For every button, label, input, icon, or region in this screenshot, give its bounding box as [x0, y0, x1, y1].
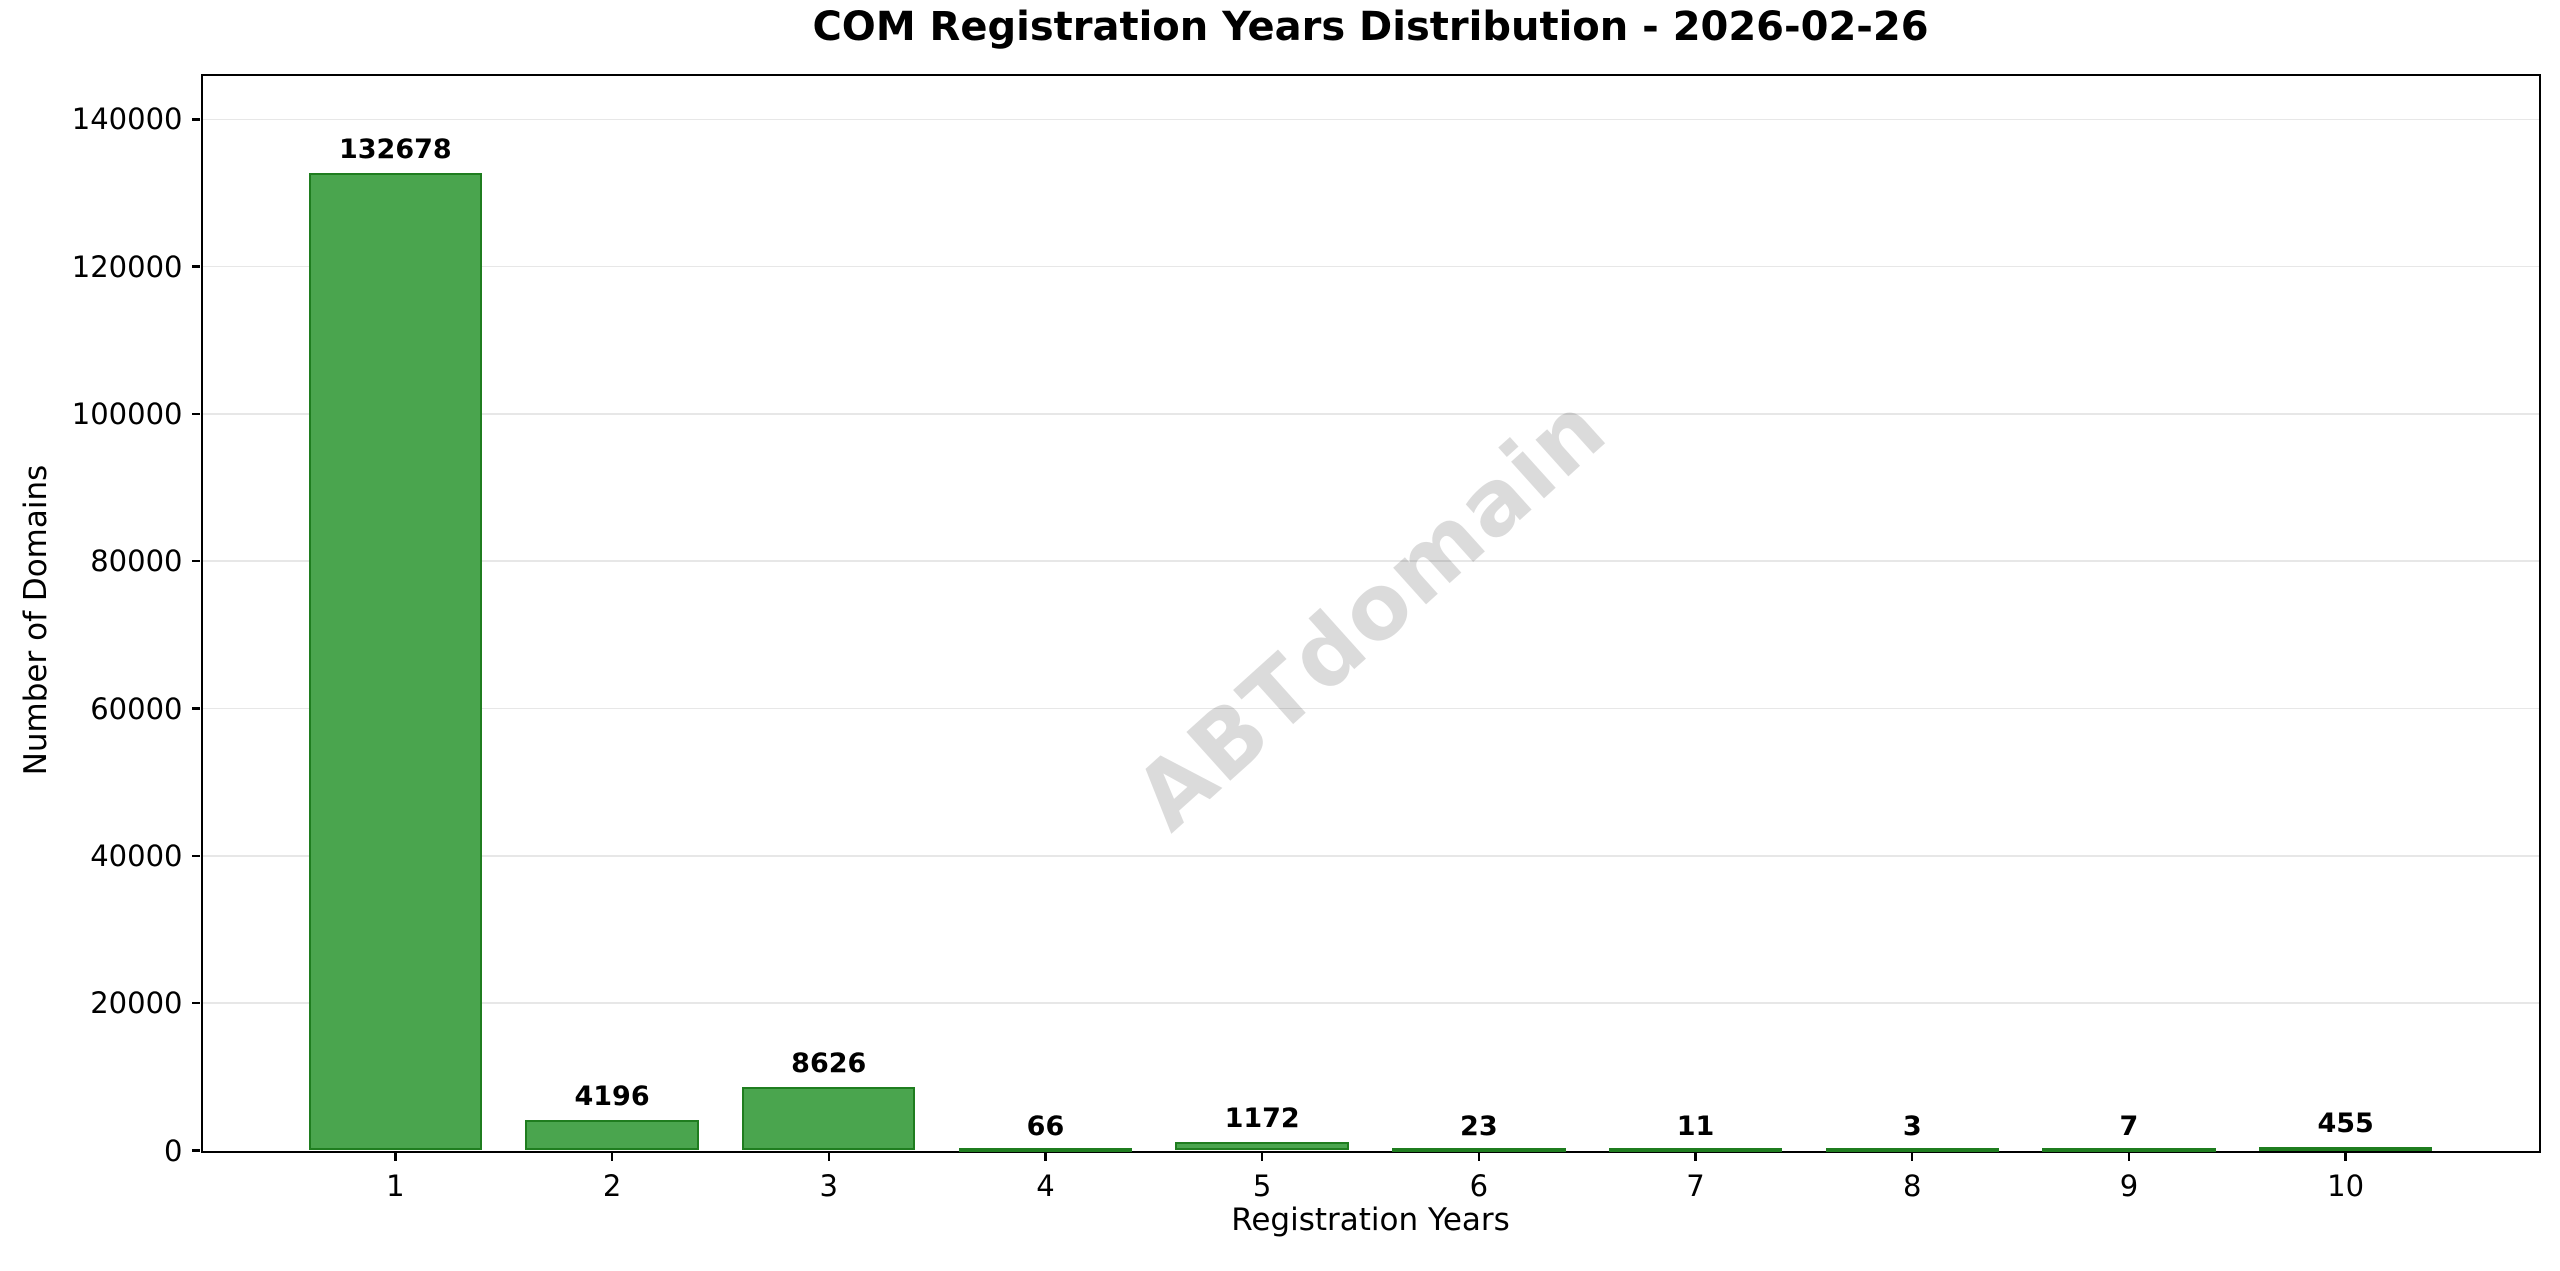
x-tick-label: 4 [1036, 1168, 1055, 1203]
gridline [202, 855, 2539, 857]
y-tick-label: 80000 [90, 544, 183, 579]
bar [958, 1147, 1133, 1152]
bar [1825, 1147, 1999, 1152]
y-tick-mark [192, 118, 200, 121]
bar [2258, 1147, 2433, 1152]
bar [1175, 1141, 1349, 1151]
bar-value-label: 1172 [1224, 1102, 1300, 1134]
watermark-text: ABTdomain [1114, 375, 1627, 851]
y-axis-label: Number of Domains [18, 464, 54, 776]
y-tick-mark [192, 1149, 200, 1152]
x-tick-mark [1477, 1153, 1481, 1161]
bar [308, 173, 483, 1151]
gridline [202, 560, 2539, 562]
y-tick-label: 0 [164, 1133, 183, 1168]
y-tick-mark [192, 412, 200, 416]
x-tick-label: 6 [1469, 1168, 1489, 1203]
x-tick-label: 8 [1903, 1168, 1922, 1203]
x-tick-mark [1910, 1153, 1914, 1161]
y-tick-mark [192, 265, 200, 268]
y-tick-mark [192, 1001, 200, 1005]
y-tick-label: 120000 [71, 249, 183, 284]
gridline [202, 413, 2539, 415]
bar [1392, 1147, 1566, 1152]
plot-area: ABTdomain 0 20000 40000 60000 80000 100000 120… [72, 73, 2541, 1203]
bar-value-label: 66 [1026, 1111, 1065, 1142]
x-tick-mark [610, 1153, 614, 1161]
bar-value-label: 23 [1460, 1111, 1498, 1143]
bar-value-label: 455 [2317, 1108, 2374, 1140]
y-tick-mark [192, 854, 200, 858]
gridline [202, 707, 2539, 710]
x-tick-label: 1 [386, 1168, 405, 1203]
x-tick-mark [1694, 1153, 1697, 1161]
y-tick-mark [192, 559, 200, 563]
gridline [202, 118, 2539, 121]
y-tick-label: 20000 [90, 986, 183, 1021]
x-axis-label: Registration Years [1231, 1202, 1510, 1238]
bar-value-label: 4196 [574, 1080, 650, 1112]
x-tick-mark [1044, 1153, 1047, 1161]
bar-value-label: 7 [2119, 1111, 2139, 1143]
bar [2042, 1147, 2216, 1152]
y-tick-label: 100000 [71, 396, 183, 431]
x-tick-mark [394, 1153, 397, 1161]
bar [742, 1086, 916, 1151]
x-tick-label: 2 [602, 1168, 622, 1203]
y-tick-mark [192, 707, 200, 710]
gridline [202, 265, 2539, 268]
y-tick-label: 140000 [71, 102, 183, 137]
bar [525, 1119, 699, 1151]
chart-title: COM Registration Years Distribution - 20… [812, 4, 1929, 50]
x-tick-mark [827, 1153, 830, 1161]
x-tick-mark [2344, 1153, 2347, 1161]
x-tick-label: 3 [819, 1168, 838, 1203]
x-tick-label: 10 [2327, 1168, 2365, 1203]
x-tick-mark [2127, 1153, 2131, 1161]
y-tick-label: 60000 [90, 691, 183, 726]
bar-value-label: 11 [1676, 1111, 1715, 1143]
bar-value-label: 3 [1902, 1111, 1922, 1143]
gridline [202, 1002, 2539, 1004]
y-tick-label: 40000 [90, 838, 183, 873]
x-tick-mark [1260, 1153, 1264, 1161]
bar-value-label: 8626 [791, 1047, 867, 1079]
bar-value-label: 132678 [338, 134, 452, 166]
x-tick-label: 9 [2119, 1168, 2139, 1203]
x-tick-label: 5 [1252, 1168, 1272, 1203]
x-tick-label: 7 [1686, 1168, 1705, 1203]
bar [1608, 1147, 1783, 1152]
